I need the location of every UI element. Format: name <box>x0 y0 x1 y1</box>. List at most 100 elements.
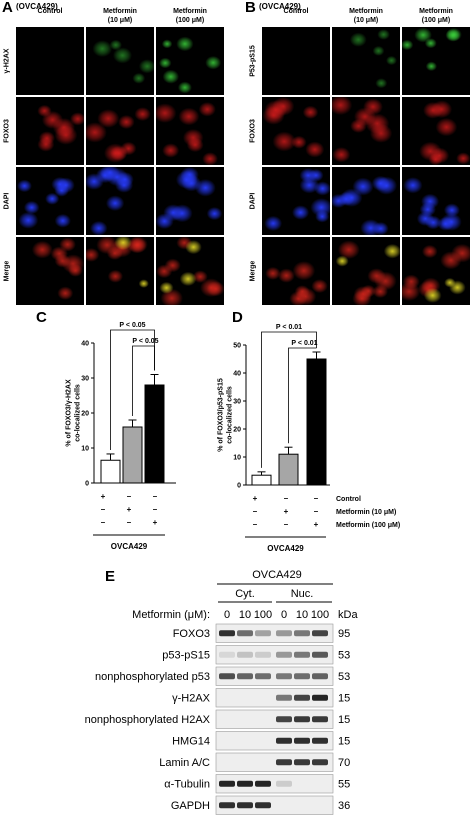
blot-kda-value: 70 <box>338 757 350 769</box>
chart-y-label: % of FOXO3/γ-H2AX co-localized cells <box>66 379 82 447</box>
panelA-micrograph <box>156 27 224 95</box>
panelB-micrograph <box>262 27 330 95</box>
chart-bar <box>306 358 327 486</box>
blot-band <box>255 651 271 658</box>
blot-strip <box>215 795 334 815</box>
treatment-row-label: Control <box>336 496 361 503</box>
blot-strip <box>215 666 334 686</box>
blot-band <box>276 759 292 766</box>
chart-y-label-line: co-localized cells <box>227 386 234 444</box>
blot-row-label: nonphosphorylated p53 <box>95 671 210 683</box>
chart-significance-label: P < 0.05 <box>132 338 158 345</box>
panel-d-letter: D <box>232 309 243 326</box>
blot-row-label: HMG14 <box>172 736 210 748</box>
treatment-sign: – <box>314 494 319 503</box>
blot-strip <box>215 709 334 729</box>
panelB-micrograph <box>402 97 470 165</box>
blot-band <box>276 716 292 723</box>
treatment-sign: – <box>127 518 132 527</box>
blot-dose-label: 0 <box>224 609 230 621</box>
treatment-sign: – <box>284 494 289 503</box>
blot-band <box>294 673 310 680</box>
chart-significance-bracket <box>261 331 317 468</box>
chart-bar <box>251 474 272 486</box>
blot-band <box>219 802 235 809</box>
blot-kda-value: 53 <box>338 650 350 662</box>
blot-row-label: α-Tubulin <box>164 779 210 791</box>
blot-band <box>294 651 310 658</box>
panel-a-cell-line: (OVCA429) <box>16 2 58 11</box>
panelB-micrograph <box>402 167 470 235</box>
chart-y-label-line: co-localized cells <box>75 384 82 442</box>
blot-strip <box>215 752 334 772</box>
treatment-sign: – <box>101 505 106 514</box>
chart-y-tick-label: 10 <box>81 446 89 453</box>
blot-kda-value: 53 <box>338 671 350 683</box>
chart-y-tick-label: 0 <box>237 483 241 490</box>
blot-row-label: p53-pS15 <box>162 650 210 662</box>
chart-bar <box>100 459 121 484</box>
treatment-sign: + <box>284 507 289 516</box>
treatment-sign: + <box>314 520 319 529</box>
panelB-micrograph <box>332 237 400 305</box>
panelA-micrograph <box>156 237 224 305</box>
panelA-micrograph <box>86 27 154 95</box>
blot-band <box>276 651 292 658</box>
chart-y-tick-label: 20 <box>233 427 241 434</box>
blot-band <box>312 651 328 658</box>
blot-band <box>276 737 292 744</box>
blot-strip <box>215 774 334 794</box>
chart-significance-label: P < 0.05 <box>119 322 145 329</box>
chart-y-tick-label: 20 <box>81 411 89 418</box>
blot-band <box>219 780 235 787</box>
treatment-sign: – <box>253 507 258 516</box>
blot-band <box>294 737 310 744</box>
chart-y-label: % of FOXO3/p53-pS15 co-localized cells <box>218 378 234 452</box>
panelB-micrograph <box>402 27 470 95</box>
blot-row-label: nonphosphorylated H2AX <box>85 714 211 726</box>
chart-y-tick-label: 40 <box>81 341 89 348</box>
panelA-micrograph <box>16 237 84 305</box>
panelB-micrograph <box>332 167 400 235</box>
chart-significance-label: P < 0.01 <box>291 340 317 347</box>
blot-band <box>237 780 253 787</box>
chart-significance-bracket <box>288 347 317 444</box>
blot-band <box>294 759 310 766</box>
blot-kda-value: 36 <box>338 800 350 812</box>
treatment-row-label: Metformin (10 μM) <box>336 509 396 516</box>
panel-c-letter: C <box>36 309 47 326</box>
blot-band <box>276 673 292 680</box>
treatment-sign: – <box>153 505 158 514</box>
blot-kda-value: 95 <box>338 628 350 640</box>
treatment-sign: + <box>153 518 158 527</box>
blot-band <box>276 694 292 701</box>
treatment-row-label: Metformin (100 μM) <box>336 522 400 529</box>
chart-bar <box>122 426 143 484</box>
blot-kda-value: 15 <box>338 693 350 705</box>
chart-significance-label: P < 0.01 <box>276 324 302 331</box>
blot-band <box>255 673 271 680</box>
treatment-sign: + <box>253 494 258 503</box>
panelA-micrograph <box>86 237 154 305</box>
panelB-micrograph <box>332 97 400 165</box>
blot-strip <box>215 623 334 643</box>
chart-y-tick-label: 30 <box>233 399 241 406</box>
blot-band <box>312 759 328 766</box>
blot-band <box>294 716 310 723</box>
panelA-micrograph <box>16 27 84 95</box>
chart-y-tick-label: 50 <box>233 343 241 350</box>
blot-band <box>219 673 235 680</box>
blot-band <box>237 630 253 637</box>
treatment-sign: – <box>253 520 258 529</box>
blot-band <box>219 651 235 658</box>
blot-dose-label: 10 <box>239 609 251 621</box>
treatment-sign: – <box>101 518 106 527</box>
panel-a-letter: A <box>2 0 13 16</box>
bar-charts-c-d: 0 10 20 30 40 % of FOXO3/γ-H2AX co-localized c… <box>66 322 401 553</box>
panelA-micrograph <box>16 97 84 165</box>
panel-b-cell-line: (OVCA429) <box>259 2 301 11</box>
blot-strip <box>215 688 334 708</box>
panelB-micrograph <box>332 27 400 95</box>
blot-cell-line: OVCA429 <box>252 569 302 581</box>
